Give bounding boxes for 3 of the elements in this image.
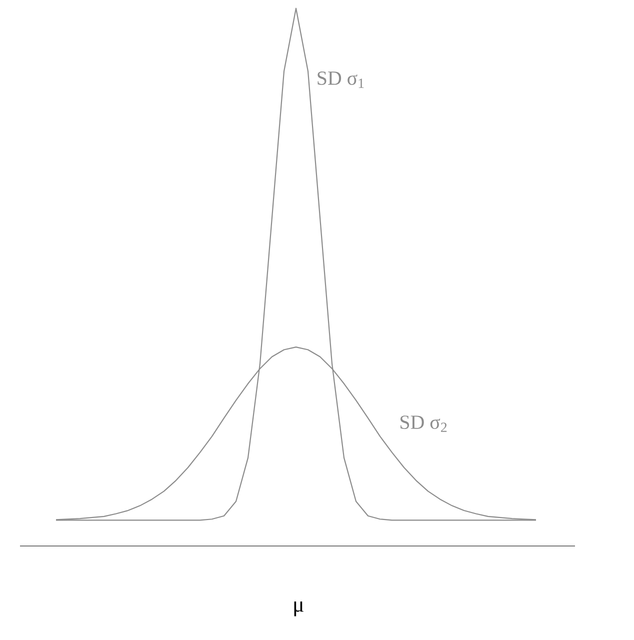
series-label: SD σ$_{2}$ (400, 416, 447, 432)
x-axis-title: μ (294, 602, 304, 616)
series-label: SD σ$_{1}$ (318, 72, 364, 88)
